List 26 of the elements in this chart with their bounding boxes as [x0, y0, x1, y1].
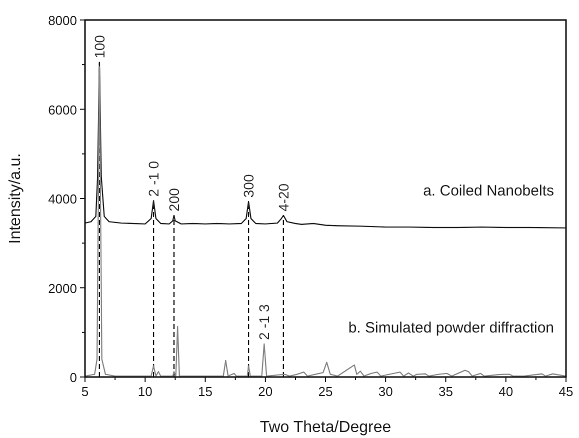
x-tick-label: 15	[198, 384, 212, 399]
x-axis-title: Two Theta/Degree	[260, 419, 392, 436]
annotation: 2 -1 3	[256, 304, 272, 340]
annotation: 100	[91, 34, 108, 58]
y-tick-label: 2000	[48, 280, 77, 296]
annotation: 300	[240, 174, 257, 198]
y-tick-label: 6000	[48, 102, 77, 118]
y-tick-label: 8000	[48, 13, 77, 28]
x-tick-label: 5	[81, 384, 89, 399]
y-tick-label: 4000	[48, 192, 77, 206]
x-tick-label: 45	[558, 384, 574, 399]
series-label: b. Simulated powder diffraction	[348, 319, 554, 336]
x-tick-label: 20	[258, 384, 273, 399]
line-series	[84, 62, 567, 229]
series-label: a. Coiled Nanobelts	[423, 182, 554, 200]
x-tick-label: 30	[378, 384, 393, 399]
x-tick-label: 40	[498, 384, 514, 399]
line-series	[84, 66, 567, 377]
x-tick-label: 25	[318, 384, 333, 399]
annotation: 4-20	[275, 183, 292, 212]
annotation: 200	[166, 188, 182, 212]
y-axis-title: Intensity/a.u.	[7, 153, 24, 244]
y-tick-label: 0	[70, 370, 77, 385]
annotation: 2 -1 0	[146, 160, 162, 197]
x-tick-label: 10	[138, 384, 152, 399]
x-tick-label: 35	[438, 384, 453, 399]
